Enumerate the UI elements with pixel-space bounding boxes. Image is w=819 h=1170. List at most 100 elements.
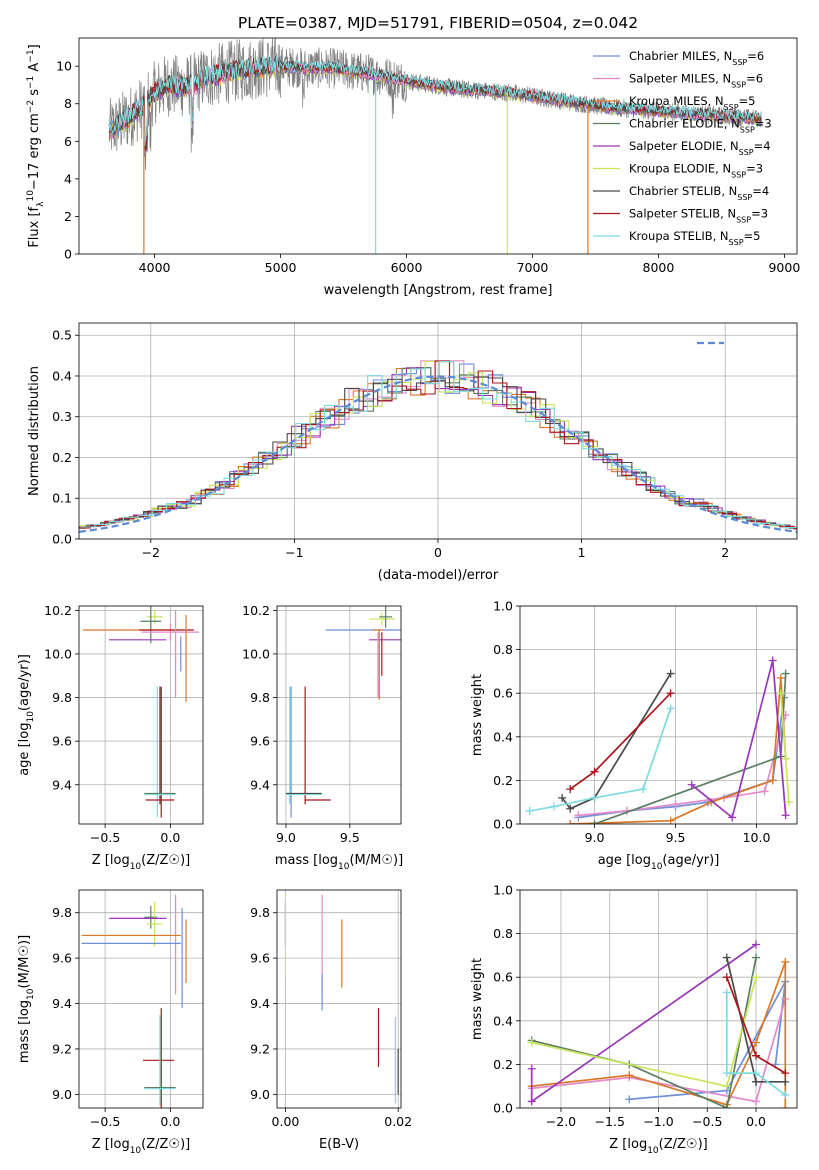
weight-marker	[687, 780, 696, 789]
axes-frame	[78, 889, 204, 1109]
x-tick-label: 9.5	[666, 830, 686, 845]
weight-marker	[781, 811, 790, 820]
y-tick-label: 0.8	[493, 642, 513, 657]
x-axis-label: Z [log10(Z/Z☉)]	[92, 1137, 190, 1156]
x-tick-label: 9.0	[585, 830, 605, 845]
y-tick-label: 10.2	[44, 603, 72, 618]
y-tick-label: 6	[64, 134, 72, 149]
weight-marker	[666, 704, 675, 713]
legend-label: Chabrier STELIB, NSSP=4	[629, 184, 769, 202]
y-tick-label: 0.6	[493, 970, 513, 985]
x-tick-label: −0.5	[90, 830, 120, 845]
y-tick-label: 0.2	[493, 773, 513, 788]
x-axis-label: (data-model)/error	[378, 568, 499, 583]
weight-marker	[781, 1069, 790, 1078]
y-tick-label: 9.8	[52, 690, 72, 705]
weight-marker	[781, 754, 790, 763]
x-tick-label: 0	[434, 545, 442, 560]
y-axis-label: Normed distribution	[27, 366, 42, 496]
weight-marker	[722, 953, 731, 962]
x-tick-label: 2	[721, 545, 729, 560]
y-axis-label: age [log10(age/yr)]	[17, 654, 36, 776]
weight-marker	[525, 806, 534, 815]
y-tick-label: 10	[56, 59, 72, 74]
x-tick-label: 10.0	[743, 830, 771, 845]
y-axis-label: mass weight	[470, 958, 485, 1040]
y-tick-label: 4	[64, 171, 72, 186]
weight-marker	[625, 1095, 634, 1104]
weight-marker	[722, 1104, 731, 1108]
plot-layer: 4000 5000 6000 7000 8000 90000246810Chabrier …	[17, 37, 800, 1156]
weight-marker	[752, 1069, 761, 1078]
y-tick-label: 0.4	[52, 368, 72, 383]
y-tick-label: 9.2	[52, 1041, 72, 1056]
x-tick-label: −2	[142, 545, 160, 560]
weight-marker	[722, 1069, 731, 1078]
x-tick-label: 4000	[139, 260, 171, 275]
y-tick-label: 9.6	[250, 734, 270, 749]
residual-histogram	[79, 363, 797, 530]
weight-marker	[558, 793, 567, 802]
legend-label: Kroupa ELODIE, NSSP=3	[629, 162, 763, 180]
y-axis-label: mass weight	[470, 674, 485, 756]
weight-marker	[776, 689, 785, 698]
x-tick-label: 1	[578, 545, 586, 560]
x-tick-label: 6000	[391, 260, 423, 275]
residual-histogram	[79, 376, 797, 529]
x-tick-label: 0.0	[160, 830, 180, 845]
y-tick-label: 1.0	[493, 599, 513, 614]
plot-area-residuals	[79, 323, 797, 539]
x-axis-label: wavelength [Angstrom, rest frame]	[324, 283, 553, 298]
weight-series-line	[531, 998, 787, 1103]
legend-label: Salpeter STELIB, NSSP=3	[629, 207, 768, 225]
axes-frame	[78, 37, 798, 255]
model-spectrum-line	[108, 54, 762, 147]
weight-marker	[550, 802, 559, 811]
weight-marker	[590, 793, 599, 802]
y-axis-label: mass [log10(M/M☉)]	[17, 935, 36, 1063]
x-tick-label: 0.02	[384, 1114, 412, 1129]
y-tick-label: 9.0	[250, 1087, 270, 1102]
x-tick-label: 0.00	[272, 1114, 300, 1129]
y-tick-label: 0.0	[493, 1101, 513, 1116]
figure-title: PLATE=0387, MJD=51791, FIBERID=0504, z=0…	[238, 14, 638, 32]
weight-marker	[752, 1038, 761, 1047]
y-tick-label: 9.4	[52, 777, 72, 792]
normal-curve	[79, 375, 797, 533]
plot-area-age_vs_Z	[79, 606, 203, 824]
plot-area-age_vs_mass	[277, 606, 401, 824]
y-tick-label: 9.8	[250, 905, 270, 920]
weight-marker	[752, 1097, 761, 1106]
weight-marker	[776, 673, 785, 682]
axes-frame	[78, 322, 798, 540]
x-axis-label: mass [log10(M/M☉)]	[275, 853, 403, 872]
x-tick-label: −1	[285, 545, 303, 560]
weight-series-line	[725, 992, 786, 1096]
weight-series-line	[578, 714, 787, 817]
x-tick-label: −0.5	[90, 1114, 120, 1129]
residual-histogram	[80, 360, 797, 528]
y-tick-label: 9.0	[52, 1087, 72, 1102]
axes-mass_vs_ebv: 0.00 0.02 9.0 9.2 9.4 9.6 9.8 E(B-V)	[250, 889, 412, 1152]
y-tick-label: 9.4	[250, 996, 270, 1011]
data-spectrum-line	[108, 38, 762, 171]
y-tick-label: 9.6	[250, 951, 270, 966]
weight-marker	[566, 820, 575, 824]
x-tick-label: −2.0	[546, 1114, 576, 1129]
y-tick-label: 9.4	[52, 996, 72, 1011]
axes-weight_vs_age: 9.0 9.5 10.0 0.0 0.2 0.4 0.6 0.8 1.0 age [log10(a…	[470, 599, 798, 872]
axes-age_vs_mass: 9.0 9.5 9.4 9.6 9.8 10.0 10.2 mass [log10(M/M☉)…	[242, 603, 403, 872]
weight-marker	[722, 1082, 731, 1091]
weight-marker	[639, 785, 648, 794]
weight-marker	[752, 1051, 761, 1060]
legend-label: Chabrier ELODIE, NSSP=3	[629, 117, 772, 135]
weight-marker	[574, 811, 583, 820]
weight-marker	[784, 798, 793, 807]
y-tick-label: 0.1	[52, 491, 72, 506]
x-axis-label: E(B-V)	[319, 1137, 359, 1152]
weight-series-line	[691, 660, 787, 819]
x-tick-label: 0.0	[746, 1114, 766, 1129]
weight-marker	[666, 689, 675, 698]
legend-label: Chabrier MILES, NSSP=6	[629, 49, 764, 67]
